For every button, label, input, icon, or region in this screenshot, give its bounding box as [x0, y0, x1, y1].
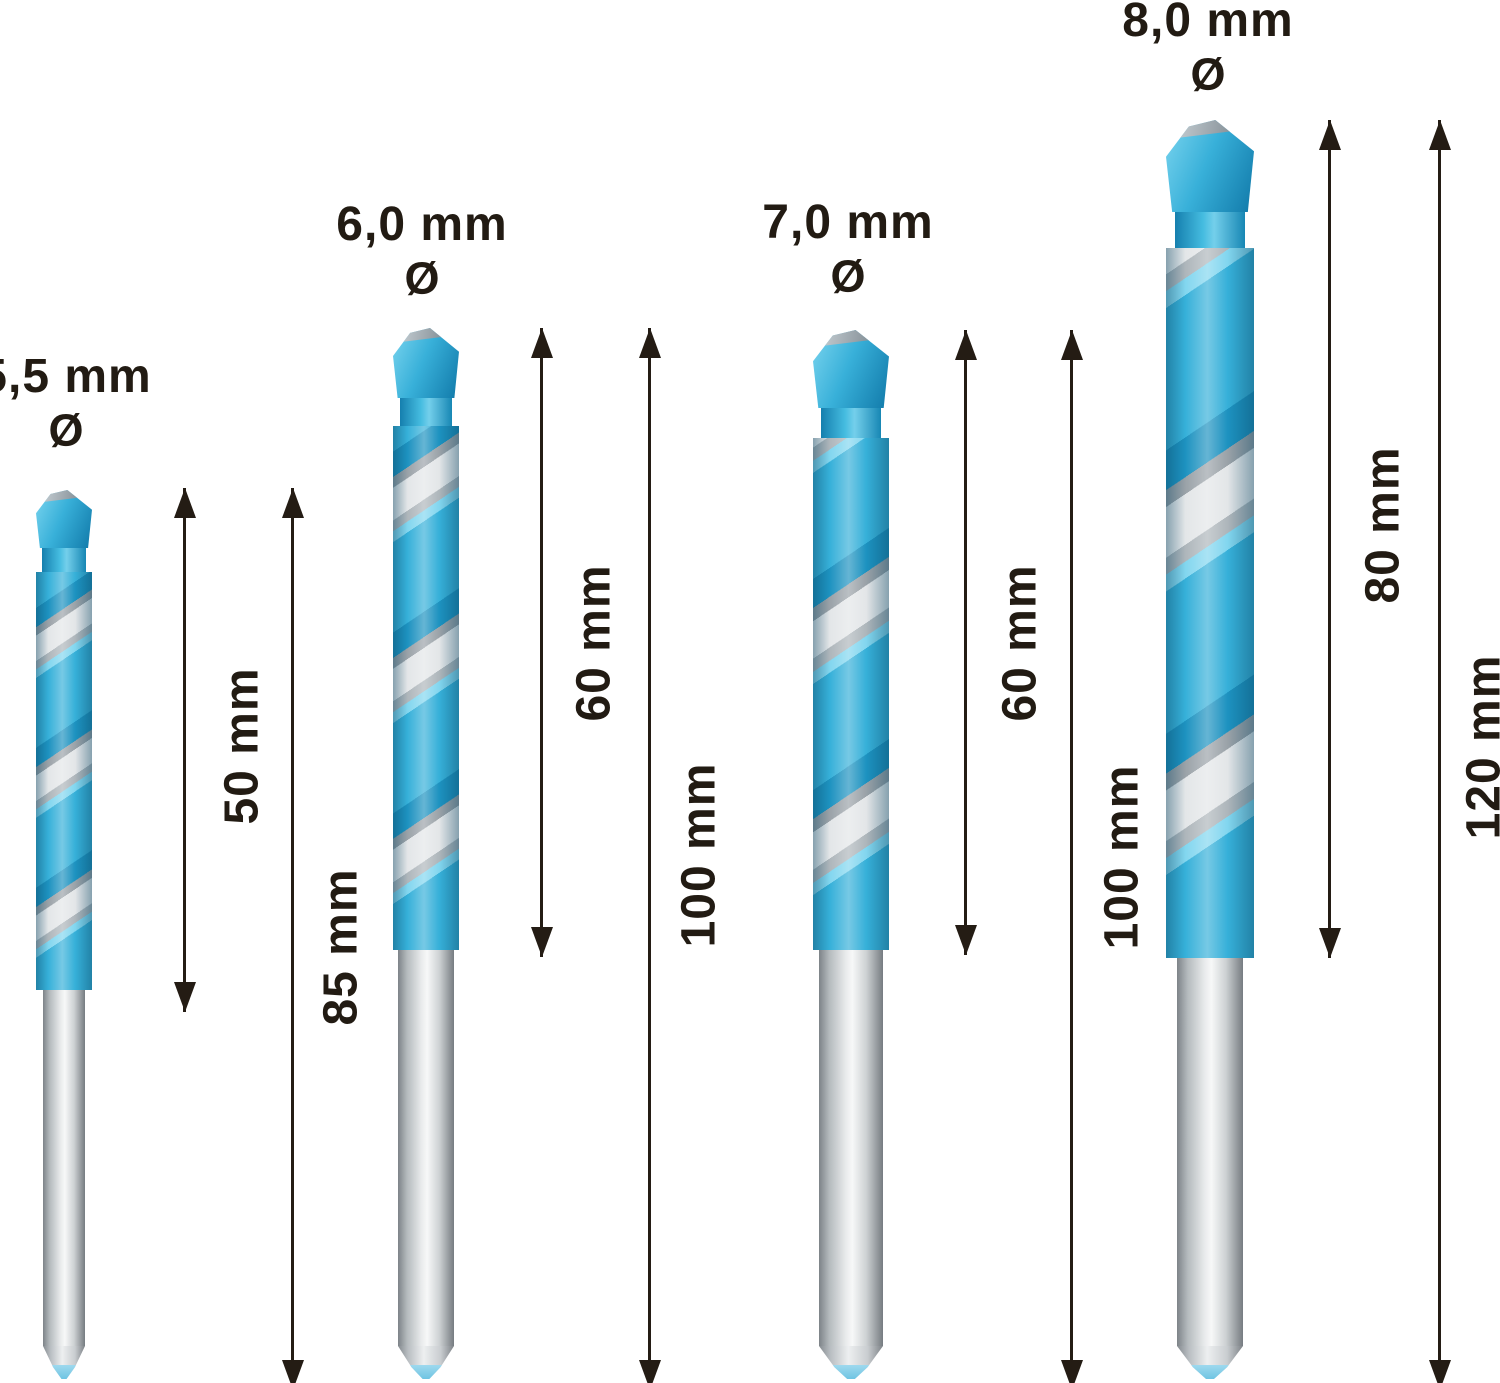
total-length-label: 85 mm: [314, 868, 368, 1026]
drill-bit-neck: [821, 408, 881, 438]
total-length-label: 100 mm: [672, 762, 726, 948]
drill-bit-carbide-head: [393, 328, 459, 398]
arrowhead-down-icon: [281, 1360, 304, 1383]
drill-bit-neck: [42, 548, 86, 572]
working-length-arrow: [954, 330, 977, 955]
drill-bit-shank: [43, 990, 85, 1346]
arrowhead-up-icon: [173, 488, 196, 518]
arrowhead-up-icon: [1318, 120, 1341, 150]
working-length-label: 50 mm: [215, 667, 269, 825]
diameter-value: 5,5 mm: [0, 350, 152, 403]
arrowhead-up-icon: [530, 328, 553, 358]
arrowhead-down-icon: [173, 982, 196, 1012]
arrowhead-up-icon: [638, 328, 661, 358]
total-length-label: 120 mm: [1457, 654, 1500, 840]
drill-bit-carbide-head: [813, 330, 889, 408]
drill-bit: [813, 330, 889, 1380]
total-length-arrow: [638, 328, 661, 1383]
diameter-symbol: Ø: [48, 404, 84, 456]
carbide-chamfer: [822, 330, 885, 346]
diameter-label-group: 7,0 mm Ø: [762, 196, 933, 302]
working-length-label: 60 mm: [567, 564, 621, 722]
diameter-symbol: Ø: [404, 252, 440, 304]
total-length-arrow: [1060, 330, 1083, 1383]
diameter-label-group: 8,0 mm Ø: [1122, 0, 1293, 100]
arrowhead-up-icon: [1428, 120, 1451, 150]
drill-bit: [1166, 120, 1254, 1380]
drill-bit: [36, 490, 92, 1380]
drill-bit-bottom-blue-tip: [831, 1365, 871, 1379]
arrowhead-up-icon: [1060, 330, 1083, 360]
arrowhead-down-icon: [1318, 928, 1341, 958]
total-length-arrow: [281, 488, 304, 1383]
drill-bit-shank: [819, 950, 883, 1346]
arrowhead-down-icon: [1060, 1360, 1083, 1383]
working-length-arrow: [1318, 120, 1341, 958]
total-length-label: 100 mm: [1095, 764, 1149, 950]
diameter-value: 6,0 mm: [336, 198, 508, 251]
drill-bit-bottom-taper: [398, 1346, 454, 1379]
drill-bit-flutes: [36, 572, 92, 990]
drill-bit-bottom-blue-tip: [1190, 1365, 1230, 1379]
arrowhead-down-icon: [638, 1360, 661, 1383]
arrowhead-up-icon: [954, 330, 977, 360]
drill-bit-neck: [1175, 212, 1245, 248]
total-length-arrow: [1428, 120, 1451, 1383]
drill-bit-neck: [400, 398, 452, 426]
diameter-value: 7,0 mm: [762, 196, 934, 249]
working-length-arrow: [530, 328, 553, 957]
drill-bit-flutes: [1166, 248, 1254, 958]
diameter-label-group: 5,5 mm Ø: [0, 350, 152, 456]
drill-bit-bottom-taper: [43, 1346, 85, 1379]
working-length-label: 60 mm: [993, 564, 1047, 722]
drill-bit: [393, 328, 459, 1380]
diameter-label-group: 6,0 mm Ø: [336, 198, 507, 304]
drill-bit-bottom-taper: [819, 1346, 883, 1379]
drill-bit-carbide-head: [1166, 120, 1254, 212]
diameter-symbol: Ø: [830, 250, 866, 302]
carbide-chamfer: [400, 328, 456, 342]
drill-bit-bottom-blue-tip: [51, 1365, 77, 1379]
diameter-symbol: Ø: [1190, 48, 1226, 100]
drill-bit-shank: [398, 950, 454, 1346]
drill-bit-bottom-blue-tip: [409, 1365, 443, 1379]
drill-bit-shank: [1177, 958, 1243, 1346]
arrowhead-down-icon: [1428, 1360, 1451, 1383]
diameter-value: 8,0 mm: [1122, 0, 1294, 47]
working-length-arrow: [173, 488, 196, 1012]
arrowhead-up-icon: [281, 488, 304, 518]
carbide-chamfer: [1176, 120, 1249, 139]
working-length-label: 80 mm: [1356, 446, 1410, 604]
drill-bit-bottom-taper: [1177, 1346, 1243, 1379]
drill-bit-flutes: [813, 438, 889, 950]
carbide-chamfer: [42, 490, 89, 502]
arrowhead-down-icon: [954, 925, 977, 955]
drill-bit-flutes: [393, 426, 459, 950]
arrowhead-down-icon: [530, 927, 553, 957]
drill-bit-carbide-head: [36, 490, 92, 548]
